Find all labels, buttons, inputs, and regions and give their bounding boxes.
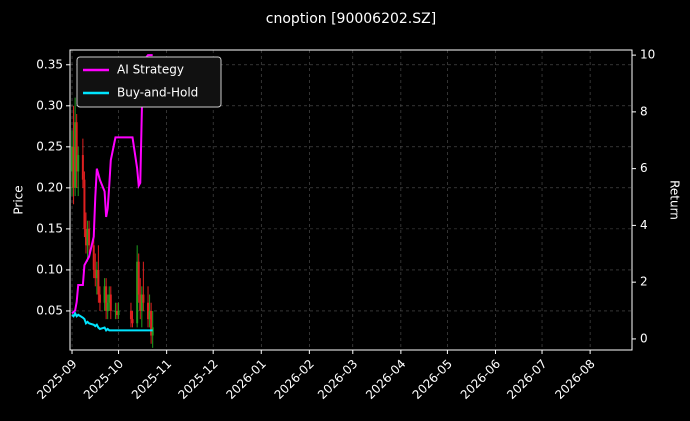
x-tick-label: 2026-06 xyxy=(458,357,503,402)
x-tick-label: 2026-03 xyxy=(315,357,360,402)
candle-body xyxy=(77,155,80,172)
y-tick-label: 0.30 xyxy=(36,98,63,112)
candle-body xyxy=(114,310,117,312)
candle-body xyxy=(137,261,140,295)
y-tick-label: 0.10 xyxy=(36,262,63,276)
chart-title: cnoption [90006202.SZ] xyxy=(266,11,436,27)
candle-body xyxy=(75,122,78,172)
candle-body xyxy=(150,310,153,336)
x-tick-label: 2026-02 xyxy=(272,357,317,402)
y2-tick-label: 4 xyxy=(640,218,648,232)
candle-body xyxy=(117,310,120,316)
candle-body xyxy=(71,146,74,172)
legend-label: Buy-and-Hold xyxy=(117,86,198,100)
candle-body xyxy=(109,294,112,311)
y2-axis-label: Return xyxy=(668,180,682,220)
y-tick-label: 0.20 xyxy=(36,180,63,194)
candle-body xyxy=(83,179,86,229)
candle-body xyxy=(86,228,89,246)
candle-body xyxy=(95,269,98,279)
candle-body xyxy=(97,269,100,295)
candle-body xyxy=(94,269,97,279)
line-series xyxy=(71,311,153,333)
y-axis-label: Price xyxy=(12,185,26,214)
candle-body xyxy=(84,228,87,246)
y2-tick-label: 0 xyxy=(640,331,648,345)
x-tick-label: 2025-09 xyxy=(34,357,79,402)
candle-body xyxy=(81,155,84,180)
y-tick-label: 0.35 xyxy=(36,57,63,71)
y2-tick-label: 10 xyxy=(640,48,655,62)
y2-tick-label: 6 xyxy=(640,161,648,175)
candle-body xyxy=(103,286,106,303)
y-tick-label: 0.25 xyxy=(36,139,63,153)
y-tick-label: 0.05 xyxy=(36,303,63,317)
candle-body xyxy=(98,294,101,303)
candle-body xyxy=(92,245,95,270)
legend-label: AI Strategy xyxy=(117,63,184,77)
plot-frame xyxy=(69,49,633,351)
candle-body xyxy=(140,294,143,311)
candle-body xyxy=(108,294,111,303)
candle-body xyxy=(106,302,109,311)
candle-body xyxy=(148,310,151,320)
candle-body xyxy=(151,327,154,336)
candle-body xyxy=(116,310,119,316)
legend-box xyxy=(76,56,222,108)
candle-body xyxy=(105,286,108,311)
candle-body xyxy=(72,146,75,188)
x-tick-label: 2026-04 xyxy=(363,357,408,402)
x-tick-label: 2026-07 xyxy=(504,357,549,402)
y2-tick-label: 2 xyxy=(640,275,648,289)
candle-body xyxy=(74,122,77,188)
candle-body xyxy=(88,228,91,246)
x-tick-label: 2025-11 xyxy=(129,357,174,402)
candle-body xyxy=(131,319,134,324)
x-tick-label: 2026-01 xyxy=(224,357,269,402)
candle-body xyxy=(136,261,139,324)
candle-body xyxy=(139,294,142,311)
x-tick-label: 2025-10 xyxy=(81,357,126,402)
x-tick-label: 2025-12 xyxy=(175,357,220,402)
candle-body xyxy=(142,294,145,303)
y2-tick-label: 8 xyxy=(640,104,648,118)
x-tick-label: 2026-05 xyxy=(410,357,455,402)
line-series xyxy=(71,54,153,315)
y-tick-label: 0.15 xyxy=(36,221,63,235)
candle-body xyxy=(147,302,150,320)
candle-body xyxy=(129,310,132,320)
x-tick-label: 2026-08 xyxy=(552,357,597,402)
